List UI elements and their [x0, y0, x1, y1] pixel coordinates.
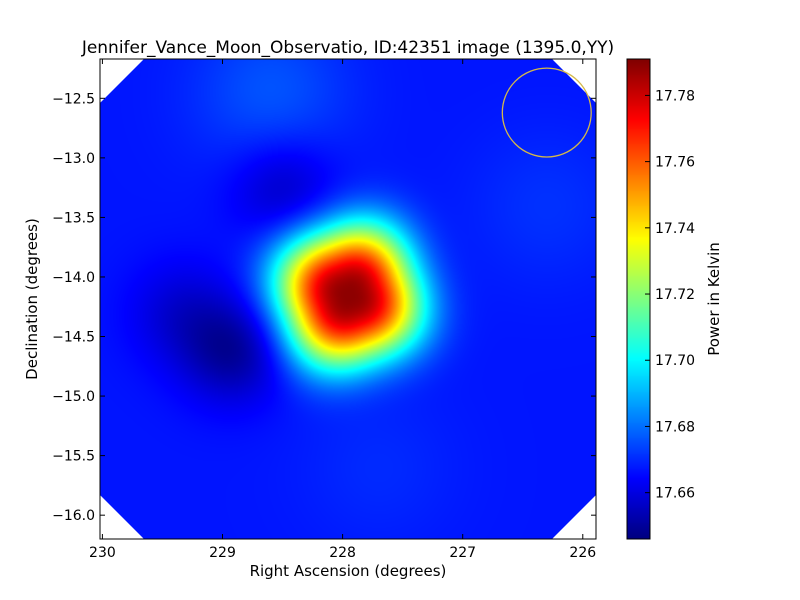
- colorbar-tick-label: 17.74: [655, 221, 695, 237]
- heatmap-image: [100, 59, 596, 539]
- y-tick-label: −13.0: [52, 151, 95, 167]
- colorbar-tick-label: 17.78: [655, 88, 695, 104]
- y-tick-label: −13.5: [52, 210, 95, 226]
- x-tick-label: 226: [569, 545, 596, 561]
- x-axis-label: Right Ascension (degrees): [250, 562, 447, 580]
- plot-frame: [99, 58, 597, 540]
- x-tick-label: 227: [449, 545, 476, 561]
- y-tick-label: −15.0: [52, 389, 95, 405]
- colorbar-tick-label: 17.72: [655, 287, 695, 303]
- colorbar-tick-label: 17.66: [655, 486, 695, 502]
- y-axis-label: Declination (degrees): [23, 218, 41, 380]
- colorbar-label: Power in Kelvin: [705, 242, 723, 356]
- y-tick-label: −16.0: [52, 508, 95, 524]
- x-tick-label: 229: [209, 545, 236, 561]
- x-tick-label: 228: [329, 545, 356, 561]
- colorbar-frame: [626, 58, 651, 540]
- colorbar-ticks: 17.66 17.68 17.70 17.72 17.74 17.76 17.78: [645, 88, 695, 502]
- y-tick-label: −12.5: [52, 91, 95, 107]
- y-tick-label: −14.0: [52, 270, 95, 286]
- y-axis: −12.5 −13.0 −13.5 −14.0 −14.5 −15.0 −15.5 −16.0: [52, 91, 596, 524]
- colorbar: 17.66 17.68 17.70 17.72 17.74 17.76 17.78 Powe…: [626, 58, 723, 540]
- chart-title: Jennifer_Vance_Moon_Observatio, ID:42351…: [81, 38, 614, 58]
- map-area: [99, 58, 597, 540]
- colorbar-gradient: [627, 59, 650, 539]
- x-axis: 230 229 228 227 226: [89, 59, 596, 561]
- y-tick-label: −14.5: [52, 330, 95, 346]
- beam-circle: [501, 67, 592, 158]
- x-tick-label: 230: [89, 545, 116, 561]
- colorbar-tick-label: 17.68: [655, 419, 695, 435]
- colorbar-tick-label: 17.76: [655, 155, 695, 171]
- y-tick-label: −15.5: [52, 449, 95, 465]
- colorbar-tick-label: 17.70: [655, 353, 695, 369]
